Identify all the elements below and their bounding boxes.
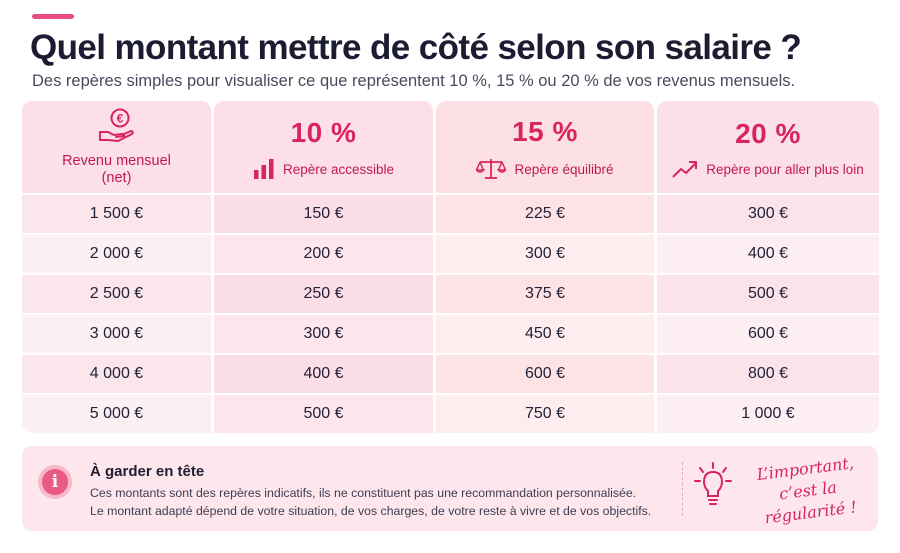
header-20-sub: Repère pour aller plus loin [672, 160, 864, 178]
table-cell-15: 300 € [436, 233, 654, 273]
table-cell-10: 250 € [214, 273, 433, 313]
table-cell-10: 400 € [214, 353, 433, 393]
table-cell-20: 300 € [657, 193, 879, 233]
bar-chart-icon [253, 159, 275, 179]
table-cell-15: 750 € [436, 393, 654, 433]
euro-hand-icon: € [98, 108, 136, 147]
table-cell-20: 400 € [657, 233, 879, 273]
table-cell-revenu: 5 000 € [22, 393, 211, 433]
table-cell-20: 1 000 € [657, 393, 879, 433]
note-title: À garder en tête [90, 463, 205, 480]
scale-icon [476, 158, 507, 180]
table-cell-15: 375 € [436, 273, 654, 313]
table-cell-revenu: 1 500 € [22, 193, 211, 233]
header-revenu: € Revenu mensuel (net) [22, 101, 211, 193]
info-icon: i [38, 465, 72, 499]
slogan: L’important, c’est la régularité ! [735, 450, 882, 533]
table-cell-20: 800 € [657, 353, 879, 393]
header-revenu-label-text: Revenu mensuel (net) [62, 152, 171, 186]
lightbulb-icon [694, 462, 732, 517]
trend-up-icon [672, 160, 698, 178]
header-20-label: Repère pour aller plus loin [706, 161, 864, 177]
header-20-percent: 20 % Repère pour aller plus loin [657, 101, 879, 193]
table-cell-20: 600 € [657, 313, 879, 353]
table-cell-revenu: 2 500 € [22, 273, 211, 313]
header-15-percent: 15 % Repère équilibré [436, 101, 654, 193]
header-15-sub: Repère équilibré [476, 158, 614, 180]
table-cell-15: 225 € [436, 193, 654, 233]
note-box: i À garder en tête Ces montants sont des… [22, 446, 878, 531]
table-cell-15: 450 € [436, 313, 654, 353]
table-cell-10: 150 € [214, 193, 433, 233]
table-cell-10: 500 € [214, 393, 433, 433]
table-cell-20: 500 € [657, 273, 879, 313]
header-10-sub: Repère accessible [253, 159, 394, 179]
percent-10-label: 10 % [290, 117, 357, 148]
header-revenu-label: Revenu mensuel (net) [62, 153, 171, 187]
savings-table: € Revenu mensuel (net) 10 % Repère access… [22, 101, 879, 433]
svg-text:€: € [116, 111, 123, 125]
page-subtitle: Des repères simples pour visualiser ce q… [32, 72, 796, 90]
table-cell-15: 600 € [436, 353, 654, 393]
header-15-label: Repère équilibré [514, 161, 614, 177]
note-line-2: Le montant adapté dépend de votre situat… [90, 504, 652, 518]
accent-bar [32, 14, 74, 19]
percent-20-label: 20 % [735, 118, 801, 149]
table-cell-revenu: 3 000 € [22, 313, 211, 353]
header-10-percent: 10 % Repère accessible [214, 101, 433, 193]
table-cell-revenu: 4 000 € [22, 353, 211, 393]
table-cell-10: 200 € [214, 233, 433, 273]
table-cell-10: 300 € [214, 313, 433, 353]
percent-15-label: 15 % [512, 116, 578, 147]
note-divider [682, 462, 683, 516]
page-title: Quel montant mettre de côté selon son sa… [30, 28, 802, 67]
header-10-label: Repère accessible [282, 161, 395, 177]
note-line-1: Ces montants sont des repères indicatifs… [90, 486, 637, 500]
table-cell-revenu: 2 000 € [22, 233, 211, 273]
